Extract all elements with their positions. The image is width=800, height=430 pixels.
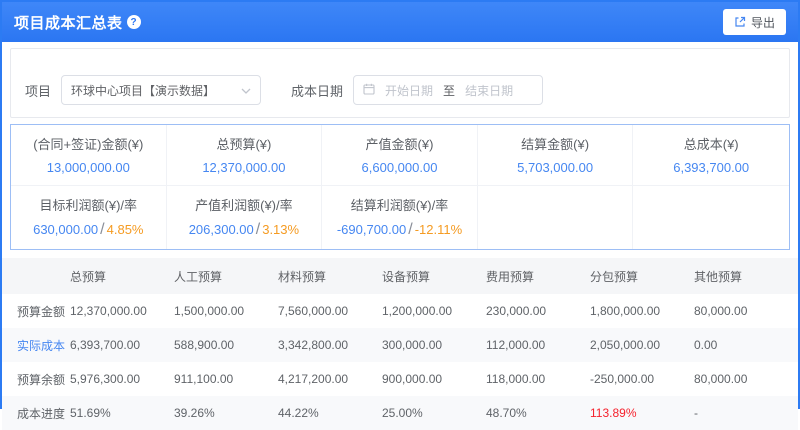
summary-separator: / — [255, 221, 261, 238]
summary-amount: -690,700.00 — [336, 222, 407, 237]
column-header-equipment-budget: 设备预算 — [382, 258, 486, 294]
summary-card-settlement-amount: 结算金额(¥) 5,703,000.00 — [477, 125, 634, 186]
table-cell: 4,217,200.00 — [278, 372, 349, 386]
project-select[interactable]: 环球中心项目【演示数据】 — [61, 75, 262, 105]
table-header-row: 总预算 人工预算 材料预算 设备预算 费用预算 分包预算 其他预算 — [2, 258, 798, 294]
table-cell: 1,800,000.00 — [590, 304, 661, 318]
table-cell: 588,900.00 — [174, 338, 235, 352]
summary-rate: 3.13% — [262, 222, 300, 237]
summary-card-total-budget: 总预算(¥) 12,370,000.00 — [166, 125, 323, 186]
table-cell: 80,000.00 — [694, 304, 748, 318]
summary-label: 产值利润额(¥)/率 — [195, 198, 293, 213]
chevron-down-icon — [241, 83, 251, 97]
table-cell: 5,976,300.00 — [70, 372, 141, 386]
summary-value: 6,393,700.00 — [673, 160, 750, 175]
summary-value: 5,703,000.00 — [517, 160, 594, 175]
summary-value: 13,000,000.00 — [46, 160, 130, 175]
table-cell: 1,200,000.00 — [382, 304, 453, 318]
table-cell: 6,393,700.00 — [70, 338, 141, 352]
column-header-labor-budget: 人工预算 — [174, 258, 278, 294]
column-header-expense-budget: 费用预算 — [486, 258, 590, 294]
table-row-actual-cost: 实际成本 6,393,700.00 588,900.00 3,342,800.0… — [2, 328, 798, 362]
column-header-blank — [2, 258, 70, 294]
summary-amount: 630,000.00 — [33, 222, 99, 237]
summary-value: 12,370,000.00 — [202, 160, 286, 175]
project-select-value: 环球中心项目【演示数据】 — [71, 83, 216, 98]
summary-card-output-profit: 产值利润额(¥)/率 206,300.00/3.13% — [167, 186, 323, 249]
export-button-label: 导出 — [750, 15, 775, 30]
date-start-placeholder: 开始日期 — [385, 83, 434, 98]
summary-panel: (合同+签证)金额(¥) 13,000,000.00 总预算(¥) 12,370… — [10, 124, 790, 250]
table-cell: 12,370,000.00 — [70, 304, 147, 318]
summary-label: 结算利润额(¥)/率 — [350, 198, 449, 213]
summary-amount: 206,300.00 — [188, 222, 254, 237]
table-cell: 2,050,000.00 — [590, 338, 661, 352]
table-cell: 230,000.00 — [486, 304, 547, 318]
row-label: 成本进度 — [17, 406, 66, 421]
table-cell: 1,500,000.00 — [174, 304, 245, 318]
summary-card-total-cost: 总成本(¥) 6,393,700.00 — [633, 125, 789, 186]
table-cell: 48.70% — [486, 406, 527, 420]
summary-card-target-profit: 目标利润额(¥)/率 630,000.00/4.85% — [11, 186, 167, 249]
page-title: 项目成本汇总表 — [14, 14, 123, 32]
summary-card-contract-amount: (合同+签证)金额(¥) 13,000,000.00 — [11, 125, 167, 186]
column-header-subcontract-budget: 分包预算 — [590, 258, 694, 294]
date-range-input[interactable]: 开始日期 至 结束日期 — [353, 75, 544, 105]
table-cell: - — [694, 406, 698, 420]
summary-separator: / — [100, 221, 105, 238]
date-end-placeholder: 结束日期 — [465, 83, 514, 98]
table-cell-overrun: 113.89% — [590, 406, 637, 420]
title-bar: 项目成本汇总表 ? 导出 — [2, 2, 798, 42]
table-cell: 900,000.00 — [382, 372, 443, 386]
summary-empty-cell — [478, 186, 634, 249]
filter-panel: 项目 环球中心项目【演示数据】 成本日期 开始日期 至 结束日期 — [10, 48, 790, 118]
cost-table: 总预算 人工预算 材料预算 设备预算 费用预算 分包预算 其他预算 预算金额 1… — [2, 258, 798, 430]
column-header-material-budget: 材料预算 — [278, 258, 382, 294]
table-cell: 39.26% — [174, 406, 215, 420]
table-cell: 80,000.00 — [694, 372, 748, 386]
summary-label: 总预算(¥) — [216, 137, 272, 152]
cost-date-filter-label: 成本日期 — [291, 83, 344, 99]
table-cell: 44.22% — [278, 406, 319, 420]
row-label: 预算余额 — [17, 372, 66, 387]
summary-card-output-amount: 产值金额(¥) 6,600,000.00 — [322, 125, 478, 186]
table-cell: 118,000.00 — [486, 372, 546, 386]
summary-empty-cell — [633, 186, 789, 249]
table-cell: 25.00% — [382, 406, 423, 420]
table-cell: 911,100.00 — [174, 372, 234, 386]
summary-label: 总成本(¥) — [683, 137, 739, 152]
date-separator: 至 — [443, 83, 456, 98]
summary-value: 6,600,000.00 — [361, 160, 438, 175]
table-row-cost-progress: 成本进度 51.69% 39.26% 44.22% 25.00% 48.70% … — [2, 396, 798, 430]
calendar-icon — [363, 83, 375, 98]
column-header-other-budget: 其他预算 — [694, 258, 798, 294]
row-label: 预算金额 — [17, 304, 66, 319]
summary-label: 结算金额(¥) — [521, 137, 590, 152]
table-cell: -250,000.00 — [590, 372, 655, 386]
summary-rate: -12.11% — [414, 222, 463, 237]
table-cell: 7,560,000.00 — [278, 304, 349, 318]
actual-cost-link[interactable]: 实际成本 — [17, 338, 66, 353]
summary-label: 目标利润额(¥)/率 — [39, 198, 138, 213]
project-filter-label: 项目 — [25, 83, 52, 99]
summary-card-settlement-profit: 结算利润额(¥)/率 -690,700.00/-12.11% — [322, 186, 478, 249]
export-icon — [734, 16, 746, 28]
table-row-budget-balance: 预算余额 5,976,300.00 911,100.00 4,217,200.0… — [2, 362, 798, 396]
summary-label: (合同+签证)金额(¥) — [33, 137, 144, 152]
table-cell: 0.00 — [694, 338, 718, 352]
export-button[interactable]: 导出 — [722, 9, 786, 35]
summary-label: 产值金额(¥) — [365, 137, 434, 152]
summary-rate: 4.85% — [106, 222, 144, 237]
column-header-total-budget: 总预算 — [70, 258, 174, 294]
table-cell: 3,342,800.00 — [278, 338, 349, 352]
table-row-budget-amount: 预算金额 12,370,000.00 1,500,000.00 7,560,00… — [2, 294, 798, 328]
table-cell: 300,000.00 — [382, 338, 443, 352]
table-cell: 51.69% — [70, 406, 111, 420]
table-cell: 112,000.00 — [486, 338, 546, 352]
help-icon[interactable]: ? — [126, 15, 141, 29]
summary-separator: / — [408, 221, 413, 238]
